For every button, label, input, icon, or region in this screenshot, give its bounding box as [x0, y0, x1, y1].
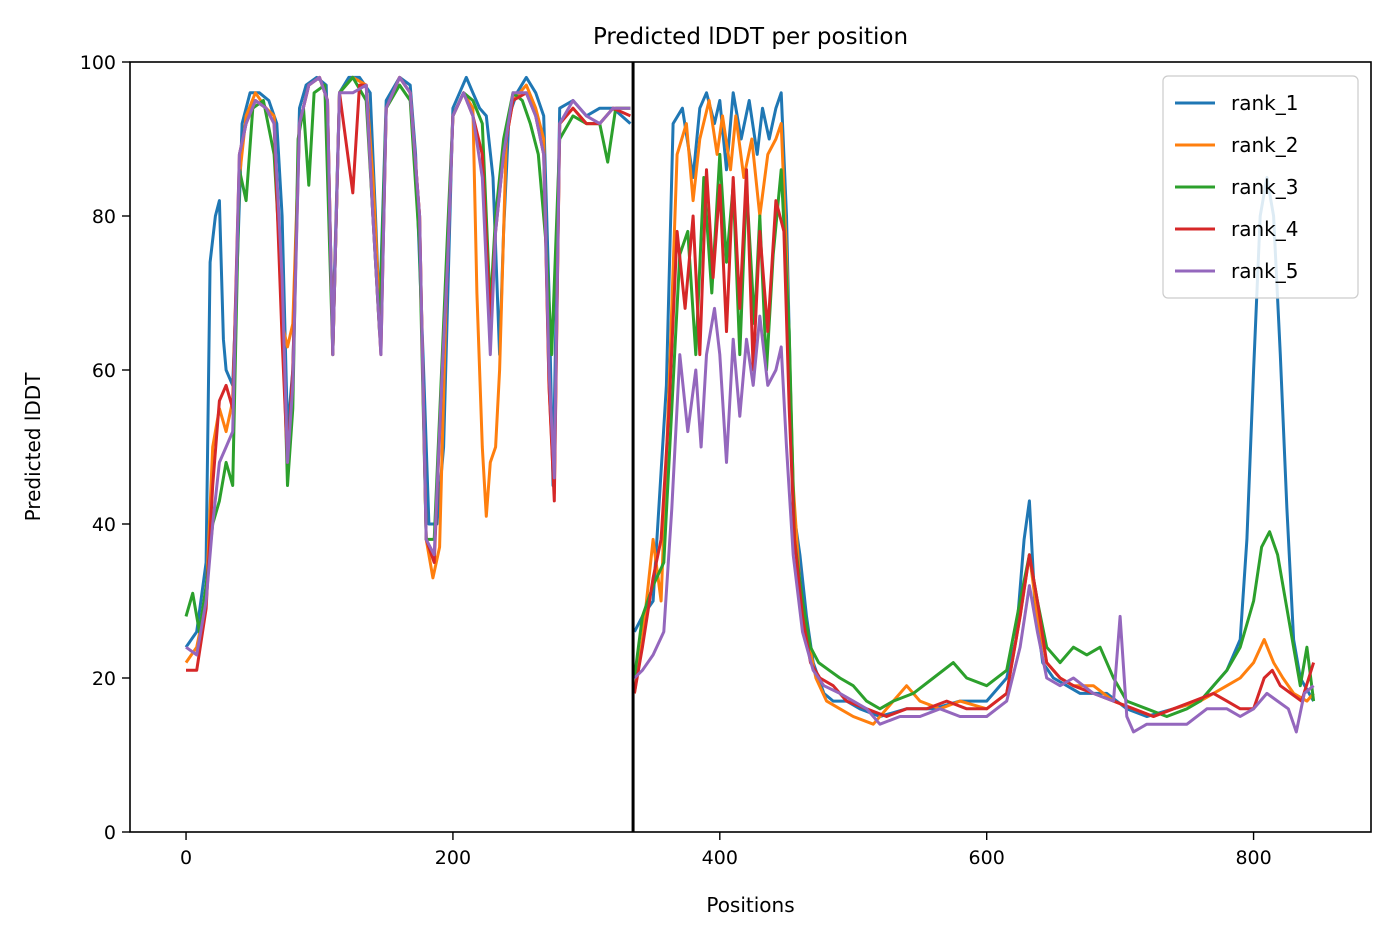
y-tick-label: 100: [80, 52, 116, 74]
series-layer: [184, 75, 1316, 734]
chart-title: Predicted lDDT per position: [593, 24, 908, 50]
legend-label: rank_1: [1231, 91, 1298, 115]
series-line-rank-2: [184, 75, 631, 664]
y-axis-label: Predicted lDDT: [21, 372, 45, 522]
x-tick-label: 200: [435, 847, 471, 869]
series-line-rank-3: [632, 152, 1316, 718]
y-tick-label: 40: [92, 514, 116, 536]
series-line-rank-4: [186, 75, 632, 672]
series-line-rank-5: [633, 306, 1315, 734]
x-tick-label: 600: [969, 847, 1005, 869]
x-tick-label: 800: [1235, 847, 1271, 869]
legend: rank_1 rank_2 rank_3 rank_4 rank_5: [1162, 75, 1359, 299]
legend-label: rank_5: [1231, 259, 1298, 283]
series-line-rank-4: [632, 168, 1316, 718]
series-line-rank-2: [632, 99, 1315, 726]
legend-label: rank_4: [1231, 217, 1298, 241]
y-tick-label: 60: [92, 360, 116, 382]
x-tick-label: 0: [180, 847, 192, 869]
legend-box: [1162, 75, 1359, 299]
x-axis-ticks: 0 200 400 600 800: [180, 832, 1272, 869]
plot-frame: [129, 61, 1372, 833]
legend-label: rank_2: [1231, 133, 1298, 157]
y-axis-ticks: 0 20 40 60 80 100: [80, 52, 130, 844]
series-line-rank-5: [185, 75, 631, 657]
series-line-rank-3: [184, 75, 631, 634]
y-tick-label: 80: [92, 206, 116, 228]
x-axis-label: Positions: [706, 893, 794, 917]
x-tick-label: 400: [702, 847, 738, 869]
series-line-rank-1: [184, 75, 632, 649]
y-tick-label: 0: [104, 822, 116, 844]
legend-label: rank_3: [1231, 175, 1298, 199]
y-tick-label: 20: [92, 668, 116, 690]
